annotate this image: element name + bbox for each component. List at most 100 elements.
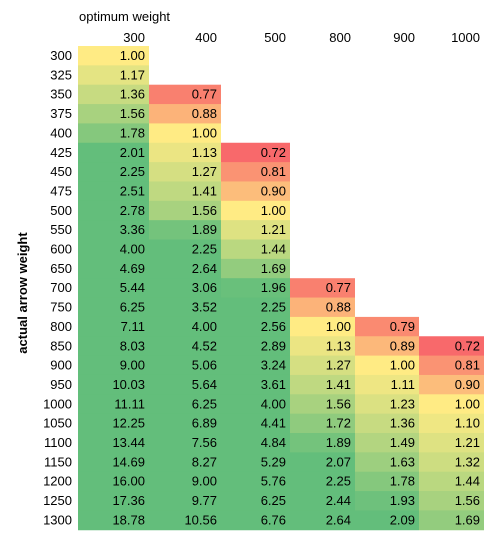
cell-value: 1.00 — [261, 203, 286, 218]
heatmap-cell — [78, 471, 149, 492]
cell-value: 2.07 — [326, 454, 351, 469]
heatmap-cell — [221, 510, 290, 531]
row-header-350: 350 — [50, 87, 72, 102]
heatmap-cell — [149, 433, 221, 453]
heatmap-cell — [355, 433, 419, 453]
heatmap-cell — [290, 316, 355, 337]
heatmap-cell — [290, 394, 355, 415]
heatmap-cell — [221, 297, 290, 318]
heatmap-cell — [290, 374, 355, 395]
cell-value: 1.23 — [390, 396, 415, 411]
heatmap-cell — [149, 394, 221, 415]
cell-value: 1.93 — [390, 493, 415, 508]
heatmap-cell — [221, 239, 290, 260]
heatmap-cell — [149, 491, 221, 511]
heatmap-cell — [149, 123, 221, 144]
cell-value: 1.56 — [120, 106, 145, 121]
heatmap-cell — [355, 510, 419, 531]
cell-value: 1.11 — [391, 377, 415, 392]
column-header-300: 300 — [123, 30, 145, 45]
cell-value: 2.64 — [192, 261, 217, 276]
heatmap-cell — [149, 297, 221, 318]
row-headers: 300 325 350 375 400 425 450 475 500 550 600 650 700 7… — [43, 48, 72, 527]
heatmap-cell — [290, 297, 355, 318]
cell-value: 8.27 — [192, 454, 217, 469]
heatmap-cell — [355, 413, 419, 434]
heatmap-cell — [78, 84, 149, 105]
cell-value: 1.00 — [390, 358, 415, 373]
cell-value: 0.79 — [390, 319, 415, 334]
heatmap-cell — [221, 200, 290, 221]
cell-value: 3.52 — [192, 300, 217, 315]
heatmap-cell — [355, 316, 419, 337]
heatmap-cell — [149, 510, 221, 531]
heatmap-cell — [221, 491, 290, 511]
cell-value: 2.89 — [261, 338, 286, 353]
heatmap-cell — [290, 510, 355, 531]
cell-value: 1.72 — [326, 416, 351, 431]
cell-value: 4.00 — [261, 396, 286, 411]
heatmap-cell — [149, 239, 221, 260]
cell-value: 0.88 — [326, 300, 351, 315]
row-header-750: 750 — [50, 300, 72, 315]
heatmap-cell — [290, 355, 355, 376]
heatmap-cell — [149, 355, 221, 376]
row-header-650: 650 — [50, 261, 72, 276]
row-axis-label: actual arrow weight — [15, 232, 30, 354]
heatmap-cell — [149, 258, 221, 279]
cell-value: 2.01 — [120, 145, 145, 160]
row-header-900: 900 — [50, 358, 72, 373]
heatmap-cell — [221, 162, 290, 182]
heatmap-cell — [355, 336, 419, 357]
heatmap-cell — [78, 220, 149, 240]
heatmap-cell — [149, 142, 221, 163]
heatmap-cell — [290, 433, 355, 453]
cell-value: 1.13 — [326, 338, 351, 353]
heatmap-cell — [149, 374, 221, 395]
heatmap-cell — [355, 374, 419, 395]
row-header-700: 700 — [50, 280, 72, 295]
cell-value: 1.89 — [192, 222, 217, 237]
cell-value: 3.06 — [192, 280, 217, 295]
row-header-450: 450 — [50, 164, 72, 179]
heatmap-cell — [221, 278, 290, 299]
cell-value: 2.64 — [326, 512, 351, 527]
heatmap-cell — [355, 491, 419, 511]
heatmap-cell — [78, 162, 149, 182]
heatmap-cell — [419, 355, 484, 376]
cell-value: 10.56 — [184, 512, 217, 527]
heatmap-cell — [78, 239, 149, 260]
heatmap-cell — [221, 452, 290, 473]
heatmap-cell — [78, 316, 149, 337]
column-header-1000: 1000 — [451, 30, 480, 45]
cell-value: 4.00 — [192, 319, 217, 334]
cell-value: 0.89 — [390, 338, 415, 353]
row-header-600: 600 — [50, 242, 72, 257]
cell-value: 2.78 — [120, 203, 145, 218]
cell-value: 16.00 — [112, 474, 145, 489]
row-header-1000: 1000 — [43, 396, 72, 411]
cell-value: 5.29 — [261, 454, 286, 469]
column-header-800: 800 — [329, 30, 351, 45]
heatmap-cell — [290, 471, 355, 492]
heatmap-cell — [221, 413, 290, 434]
cell-value: 2.51 — [120, 183, 145, 198]
heatmap-cells: 1.00 1.17 1.36 0.77 1.56 0.88 1.78 1.00 2.01 1.13… — [78, 46, 484, 531]
cell-value: 4.52 — [192, 338, 217, 353]
cell-value: 1.32 — [455, 454, 480, 469]
cell-value: 1.69 — [261, 261, 286, 276]
heatmap-cell — [419, 433, 484, 453]
heatmap-cell — [221, 355, 290, 376]
cell-value: 2.25 — [192, 242, 217, 257]
cell-value: 10.03 — [112, 377, 145, 392]
cell-value: 6.25 — [120, 300, 145, 315]
row-header-1150: 1150 — [44, 454, 72, 469]
heatmap-cell — [149, 452, 221, 473]
cell-value: 0.81 — [261, 164, 286, 179]
cell-value: 6.76 — [261, 512, 286, 527]
cell-value: 0.90 — [455, 377, 480, 392]
cell-value: 2.25 — [326, 474, 351, 489]
cell-value: 0.72 — [455, 338, 480, 353]
heatmap-cell — [78, 374, 149, 395]
